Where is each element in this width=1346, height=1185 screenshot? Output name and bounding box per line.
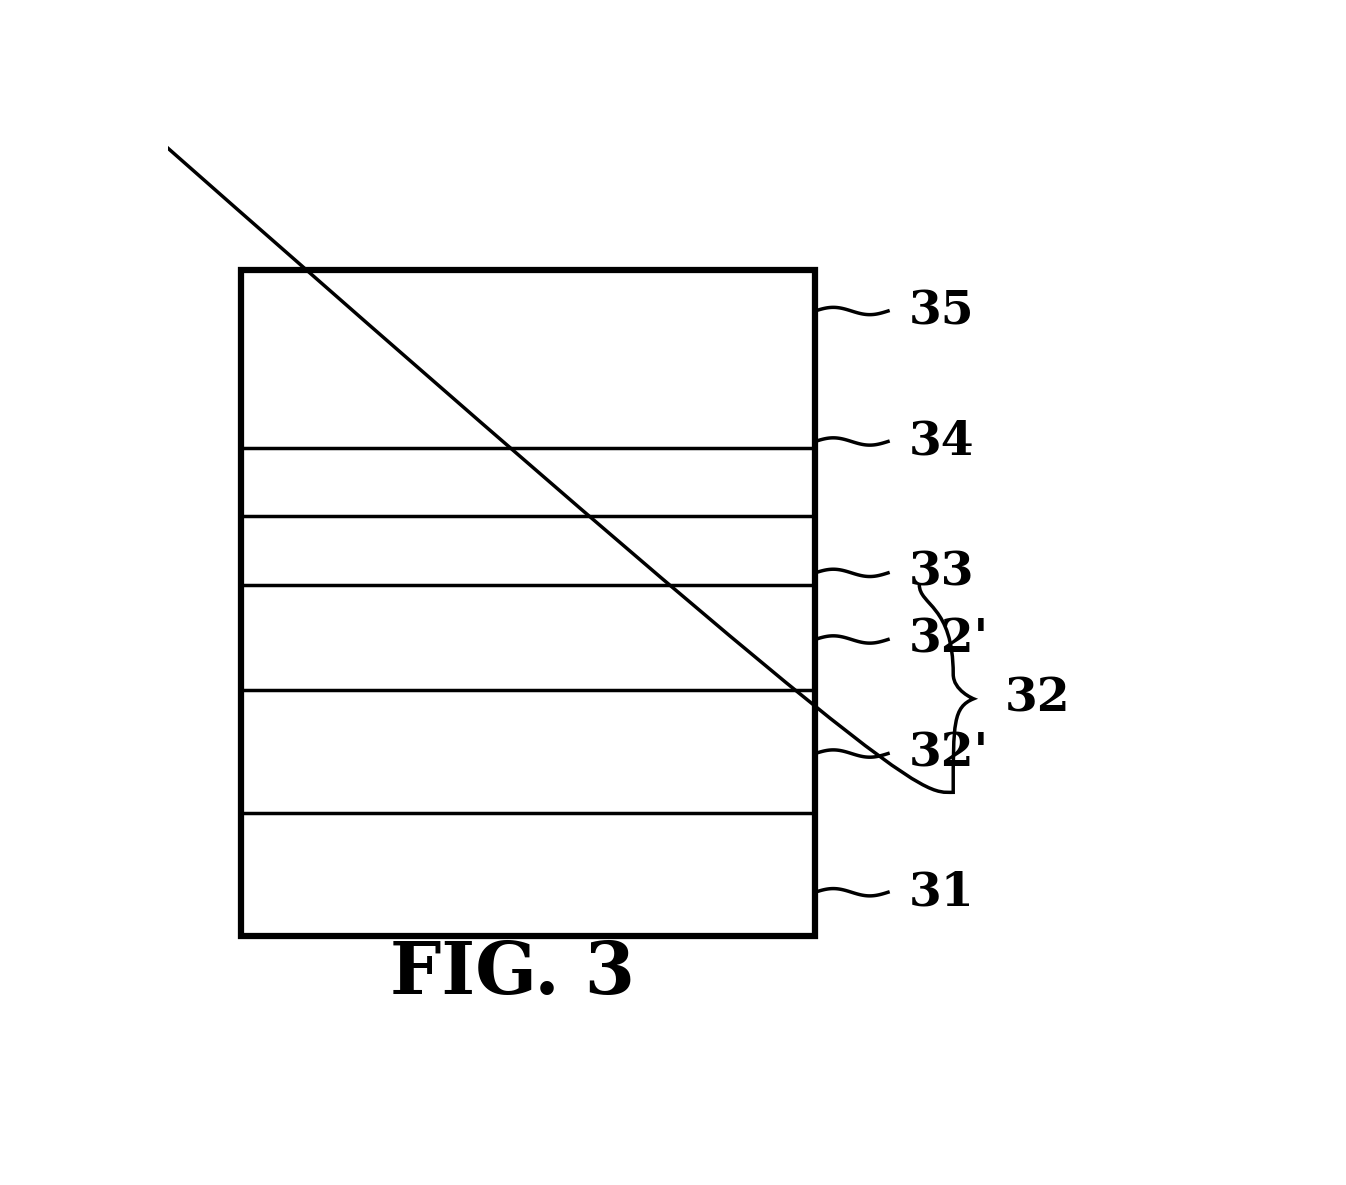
- Text: 33: 33: [909, 550, 975, 596]
- Bar: [241, 270, 816, 936]
- Text: 32': 32': [909, 616, 989, 662]
- Text: 34: 34: [909, 418, 975, 465]
- Text: FIG. 3: FIG. 3: [390, 939, 635, 1010]
- Text: 32': 32': [909, 730, 989, 776]
- Text: 35: 35: [909, 288, 975, 334]
- Text: 31: 31: [909, 870, 975, 915]
- Text: 32: 32: [1005, 675, 1070, 722]
